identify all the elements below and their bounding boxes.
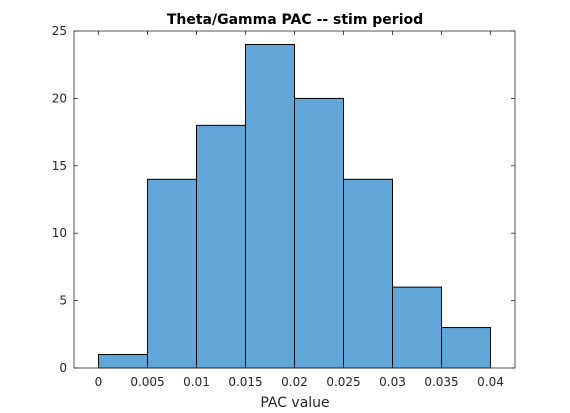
x-axis-label: PAC value	[260, 395, 329, 411]
x-tick-label: 0.025	[326, 375, 360, 389]
bars-group	[98, 43, 491, 369]
histogram-bar	[196, 124, 246, 369]
y-tick-label: 5	[59, 294, 67, 308]
x-tick-label: 0.01	[183, 375, 210, 389]
y-tick-label: 10	[52, 226, 67, 240]
x-tick-label: 0.015	[228, 375, 262, 389]
histogram-bar	[98, 354, 148, 369]
histogram-bar	[441, 327, 491, 369]
x-tick-label: 0.005	[130, 375, 164, 389]
y-tick-label: 0	[59, 361, 67, 375]
y-tick-label: 25	[52, 24, 67, 38]
y-tick-label: 20	[52, 91, 67, 105]
histogram-bar	[343, 178, 393, 369]
y-tick-label: 15	[52, 159, 67, 173]
histogram-bar	[147, 178, 197, 369]
histogram-bar	[392, 286, 442, 369]
x-tick-label: 0	[95, 375, 103, 389]
histogram-bar	[245, 43, 295, 369]
x-tick-label: 0.04	[477, 375, 504, 389]
x-tick-label: 0.02	[281, 375, 308, 389]
x-tick-label: 0.03	[379, 375, 406, 389]
chart-title: Theta/Gamma PAC -- stim period	[167, 12, 423, 28]
axes-group: 0 0.005 0.01 0.015 0.02 0.025 0.03 0.035 0.04 0 5 1…	[52, 24, 516, 389]
histogram-bar	[294, 97, 344, 369]
x-tick-label: 0.035	[424, 375, 458, 389]
